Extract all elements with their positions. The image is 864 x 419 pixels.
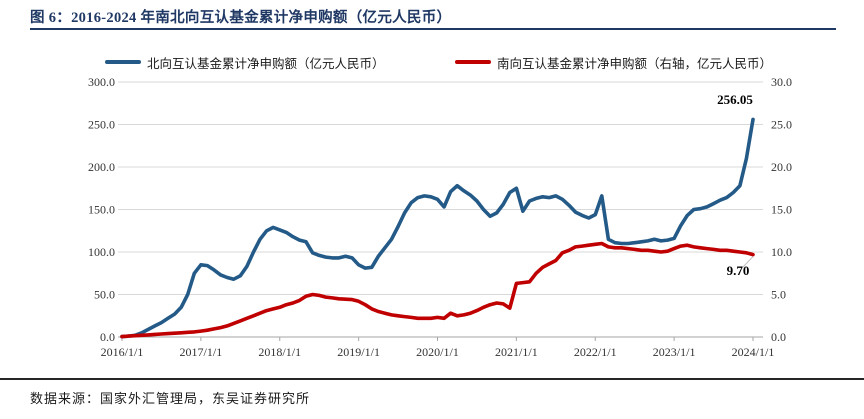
legend-line-swatch-south [455, 60, 491, 64]
svg-text:2019/1/1: 2019/1/1 [337, 345, 380, 359]
svg-text:2017/1/1: 2017/1/1 [180, 345, 223, 359]
svg-text:20.0: 20.0 [771, 160, 792, 174]
svg-text:2020/1/1: 2020/1/1 [416, 345, 459, 359]
legend-label-north: 北向互认基金累计净申购额（亿元人民币） [147, 56, 385, 71]
south-end-value-label: 9.70 [726, 263, 750, 278]
svg-text:25.0: 25.0 [771, 118, 792, 132]
svg-text:0.0: 0.0 [100, 330, 115, 344]
svg-text:0.0: 0.0 [771, 330, 786, 344]
svg-text:2018/1/1: 2018/1/1 [258, 345, 301, 359]
svg-text:2021/1/1: 2021/1/1 [495, 345, 538, 359]
svg-text:5.0: 5.0 [771, 288, 786, 302]
legend-item-southbound: 南向互认基金累计净申购额（右轴，亿元人民币） [455, 52, 772, 72]
svg-text:300.0: 300.0 [88, 75, 115, 89]
svg-text:100.0: 100.0 [88, 245, 115, 259]
north-end-value-label: 256.05 [717, 92, 753, 107]
svg-text:50.0: 50.0 [94, 288, 115, 302]
svg-text:2024/1/1: 2024/1/1 [732, 345, 775, 359]
figure-title: 图 6：2016-2024 年南北向互认基金累计净申购额（亿元人民币） [30, 10, 452, 26]
svg-text:250.0: 250.0 [88, 118, 115, 132]
svg-text:2023/1/1: 2023/1/1 [653, 345, 696, 359]
footer-divider [0, 378, 864, 380]
svg-text:15.0: 15.0 [771, 203, 792, 217]
svg-text:2016/1/1: 2016/1/1 [101, 345, 144, 359]
svg-text:2022/1/1: 2022/1/1 [574, 345, 617, 359]
svg-text:200.0: 200.0 [88, 160, 115, 174]
legend-label-south: 南向互认基金累计净申购额（右轴，亿元人民币） [497, 56, 773, 71]
chart-legend: 北向互认基金累计净申购额（亿元人民币） 南向互认基金累计净申购额（右轴，亿元人民… [0, 52, 864, 72]
svg-text:150.0: 150.0 [88, 203, 115, 217]
svg-text:10.0: 10.0 [771, 245, 792, 259]
legend-item-northbound: 北向互认基金累计净申购额（亿元人民币） [105, 52, 385, 72]
svg-text:30.0: 30.0 [771, 75, 792, 89]
legend-line-swatch-north [105, 60, 141, 64]
title-divider [30, 28, 836, 30]
data-source-note: 数据来源：国家外汇管理局，东吴证券研究所 [30, 391, 311, 406]
